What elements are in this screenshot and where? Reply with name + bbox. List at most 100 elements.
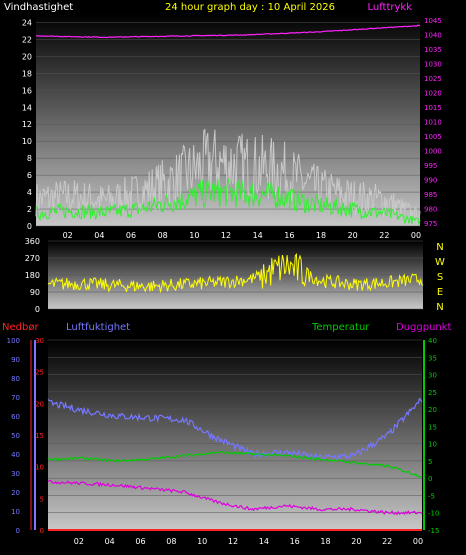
temperature-line <box>47 450 423 478</box>
direction-y-tick: 360 <box>25 237 40 246</box>
temperature-y-tick: 35 <box>428 354 437 362</box>
direction-panel-grid <box>48 240 423 310</box>
wind-y-tick: 10 <box>22 137 32 146</box>
temperature-y-tick: 15 <box>428 423 437 431</box>
temperature-header: Temperatur <box>311 322 370 333</box>
rain-y-tick: 10 <box>35 464 44 472</box>
humidity-y-tick: 0 <box>16 527 20 535</box>
pressure-y-tick: 1040 <box>424 31 442 39</box>
wind-x-tick: 14 <box>253 231 263 240</box>
temperature-y-tick: -5 <box>428 492 435 500</box>
pressure-y-tick: 995 <box>424 162 437 170</box>
climate-x-tick: 18 <box>320 537 330 546</box>
wind-y-tick: 12 <box>22 120 32 129</box>
compass-letter: N <box>436 242 443 253</box>
temperature-y-tick: 10 <box>428 441 437 449</box>
wind-x-tick: 22 <box>379 231 389 240</box>
wind-x-tick: 20 <box>348 231 358 240</box>
wind-y-tick: 20 <box>22 52 32 61</box>
wind-y-tick: 24 <box>22 18 32 27</box>
compass-letter: W <box>435 257 445 268</box>
wind-panel-background <box>36 14 420 226</box>
pressure-y-tick: 1000 <box>424 147 442 155</box>
wind-panel-series <box>35 24 421 225</box>
climate-panel-series <box>47 397 423 531</box>
temperature-y-tick: -10 <box>428 510 439 518</box>
wind-y-tick: 4 <box>27 188 32 197</box>
humidity-y-tick: 20 <box>11 489 20 497</box>
humidity-line <box>47 397 423 462</box>
climate-x-axis: 02 04 06 08 10 12 14 16 18 20 22 00 <box>74 537 423 546</box>
temperature-y-tick: 0 <box>428 475 432 483</box>
temperature-y-tick: 5 <box>428 458 432 466</box>
chart-title: 24 hour graph day : 10 April 2026 <box>165 2 335 13</box>
pressure-header: Lufttrykk <box>367 2 412 13</box>
humidity-y-tick: 70 <box>11 394 20 402</box>
pressure-y-tick: 990 <box>424 177 437 185</box>
wind-x-tick: 06 <box>126 231 136 240</box>
wind-y-tick: 18 <box>22 69 32 78</box>
climate-x-tick: 02 <box>74 537 84 546</box>
wind-y-tick: 0 <box>27 222 32 231</box>
humidity-y-axis: 0 10 20 30 40 50 60 70 80 90 100 <box>7 337 36 535</box>
humidity-y-tick: 100 <box>7 337 20 345</box>
rain-y-tick: 15 <box>35 432 44 440</box>
rain-header: Nedbør <box>2 322 39 333</box>
wind-y-tick: 8 <box>27 154 32 163</box>
climate-x-tick: 08 <box>166 537 176 546</box>
humidity-header: Luftfuktighet <box>66 322 130 333</box>
humidity-y-tick: 40 <box>11 451 20 459</box>
humidity-y-tick: 60 <box>11 413 20 421</box>
wind-y-tick: 6 <box>27 171 32 180</box>
humidity-y-tick: 80 <box>11 375 20 383</box>
pressure-y-tick: 1010 <box>424 118 442 126</box>
rain-y-axis: 0 5 10 15 20 25 30 <box>30 337 44 535</box>
wind-y-tick: 16 <box>22 86 32 95</box>
humidity-y-tick: 90 <box>11 356 20 364</box>
dewpoint-header: Duggpunkt <box>396 322 452 333</box>
wind-x-tick: 10 <box>189 231 199 240</box>
wind-y-tick: 22 <box>22 35 32 44</box>
pressure-y-tick: 1005 <box>424 133 442 141</box>
wind-y-tick: 2 <box>27 205 32 214</box>
pressure-y-tick: 1025 <box>424 75 442 83</box>
humidity-y-tick: 10 <box>11 508 20 516</box>
direction-y-tick: 0 <box>35 305 40 314</box>
pressure-line <box>35 24 420 39</box>
wind-x-tick: 18 <box>316 231 326 240</box>
pressure-y-tick: 985 <box>424 191 437 199</box>
dewpoint-line <box>47 479 423 516</box>
climate-x-tick: 22 <box>382 537 392 546</box>
wind-x-axis: 02 04 06 08 10 12 14 16 18 20 22 00 <box>63 231 422 240</box>
pressure-y-tick: 1030 <box>424 60 442 68</box>
wind-x-tick: 04 <box>94 231 104 240</box>
rain-y-tick: 30 <box>35 337 44 345</box>
temperature-y-axis: -15 -10 -5 0 5 10 15 20 25 30 35 40 <box>423 337 439 535</box>
climate-x-tick: 06 <box>135 537 145 546</box>
wind-x-tick: 12 <box>221 231 231 240</box>
pressure-y-tick: 1035 <box>424 46 442 54</box>
temperature-y-tick: 30 <box>428 372 437 380</box>
direction-y-tick: 90 <box>30 288 40 297</box>
temperature-y-tick: 40 <box>428 337 437 345</box>
pressure-y-tick: 975 <box>424 220 437 228</box>
rain-y-tick: 20 <box>35 400 44 408</box>
temperature-y-tick: -15 <box>428 527 439 535</box>
wind-x-tick: 16 <box>284 231 294 240</box>
wind-x-tick: 00 <box>411 231 421 240</box>
humidity-y-tick: 30 <box>11 470 20 478</box>
direction-panel-series <box>47 252 424 293</box>
direction-y-tick: 180 <box>25 271 40 280</box>
rain-y-tick: 0 <box>40 527 44 535</box>
climate-x-tick: 14 <box>259 537 269 546</box>
climate-x-tick: 20 <box>351 537 361 546</box>
pressure-y-tick: 1020 <box>424 89 442 97</box>
climate-x-tick: 12 <box>228 537 238 546</box>
rain-y-tick: 25 <box>35 369 44 377</box>
direction-y-tick: 270 <box>25 254 40 263</box>
wind-speed-header: Vindhastighet <box>4 2 73 13</box>
rain-y-tick: 5 <box>40 495 44 503</box>
pressure-y-tick: 1015 <box>424 104 442 112</box>
